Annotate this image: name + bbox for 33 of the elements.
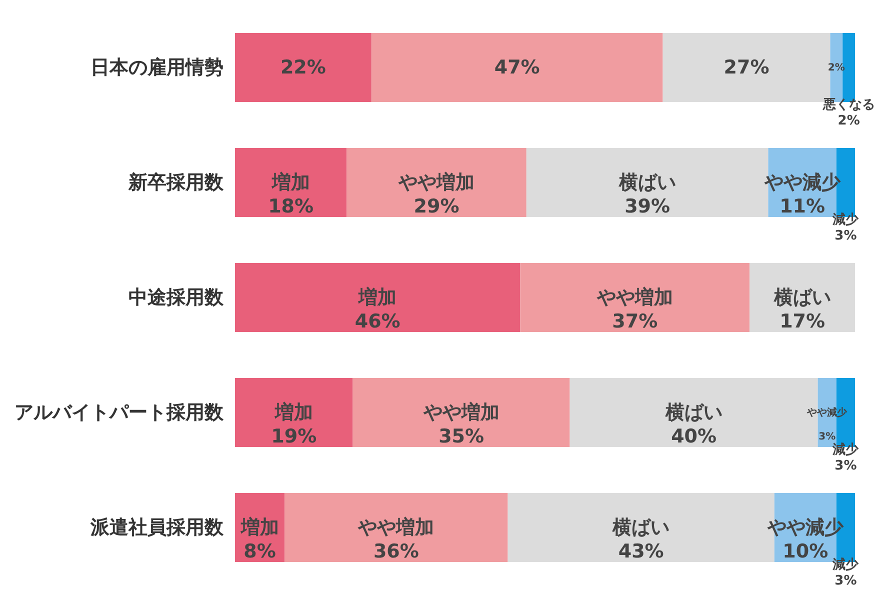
y-tick-label: アルバイトパート採用数 xyxy=(14,402,224,424)
data-label: 増加 18% xyxy=(268,172,314,218)
y-tick-label: 中途採用数 xyxy=(128,286,224,308)
y-tick-label: 派遣社員採用数 xyxy=(90,516,224,538)
data-label: 22% xyxy=(280,56,326,78)
bar xyxy=(284,493,508,562)
data-label: 横ばい 17% xyxy=(772,286,831,332)
y-tick-label: 新卒採用数 xyxy=(128,172,224,194)
bar xyxy=(520,263,750,332)
data-label: 27% xyxy=(724,56,770,78)
data-label: 悪くなる 2% xyxy=(822,98,875,128)
data-label: やや増加 36% xyxy=(357,516,434,562)
y-tick-label: 日本の雇用情勢 xyxy=(90,56,224,78)
data-label: 減少 3% xyxy=(832,442,860,474)
bar xyxy=(371,33,663,102)
data-label: 横ばい 43% xyxy=(612,516,670,562)
bar xyxy=(352,378,570,447)
data-label: やや増加 37% xyxy=(596,286,673,332)
data-label: 横ばい 40% xyxy=(664,402,722,448)
data-label: 増加 46% xyxy=(354,286,400,332)
bar xyxy=(235,148,347,217)
bar xyxy=(750,263,855,332)
data-label: 47% xyxy=(494,56,540,78)
data-label: 増加 8% xyxy=(240,516,279,562)
data-label: やや増加 29% xyxy=(398,172,474,218)
data-label: 増加 19% xyxy=(271,402,317,448)
bar xyxy=(570,378,818,447)
bar xyxy=(235,378,353,447)
bar xyxy=(235,33,372,102)
bar xyxy=(235,263,520,332)
bar xyxy=(346,148,526,217)
data-label: 横ばい 39% xyxy=(618,172,676,218)
data-label: やや増加 35% xyxy=(422,402,500,448)
